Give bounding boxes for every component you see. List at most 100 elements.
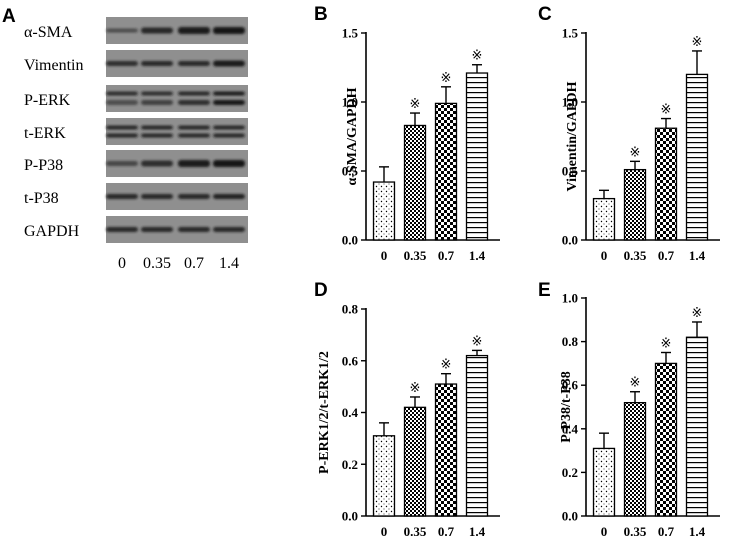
bar (654, 127, 678, 241)
significance-marker: ※ (661, 337, 672, 352)
panel-letter: E (538, 280, 551, 301)
chart-panel-c: C 0.0 0.5 1.0 1.5 Vimentin/GAPDH 0 ※ 0.35 ※ 0.7 ※ 1.… (538, 4, 720, 263)
y-tick-label: 0.0 (342, 233, 358, 248)
blot-row-label: t-ERK (24, 125, 66, 142)
blot-strip (106, 118, 248, 145)
significance-marker: ※ (692, 35, 703, 50)
bar (372, 181, 396, 241)
western-blot-panel: A α-SMA Vimentin P-ERK t-ERK P-P38 t-P38 GAPDH… (2, 6, 248, 272)
blot-band (178, 27, 210, 34)
bar (372, 435, 396, 517)
blot-lane-label: 0 (118, 255, 126, 272)
blot-row-label: P-ERK (24, 92, 71, 109)
bar-group: 0 (372, 166, 396, 263)
bar-group: ※ 0.7 (434, 358, 458, 539)
x-tick-label: 0.35 (404, 524, 427, 539)
chart-panel-d: D0.00.20.40.60.8P-ERK1/2/t-ERK1/20※0.35※… (314, 280, 500, 539)
blot-band (141, 227, 173, 232)
bar (465, 354, 489, 517)
blot-band (178, 133, 210, 138)
y-tick-label: 1.5 (342, 26, 359, 41)
blot-band (213, 133, 245, 138)
bar-group: ※ 0.7 (434, 71, 458, 263)
x-tick-label: 0.35 (404, 248, 427, 263)
bar-group: ※ 0.35 (624, 145, 647, 263)
bar-group: ※ 0.35 (404, 381, 427, 539)
x-tick-label: 1.4 (469, 524, 486, 539)
y-tick-label: 1.5 (562, 26, 579, 41)
x-tick-label: 1.4 (689, 524, 706, 539)
significance-marker: ※ (472, 334, 483, 349)
blot-band (141, 100, 173, 105)
x-tick-label: 0.7 (438, 524, 455, 539)
y-axis-title: P-P38/t-P38 (559, 371, 574, 443)
bar-group: 0 (592, 189, 616, 263)
y-axis-title: P-ERK1/2/t-ERK1/2 (317, 351, 332, 474)
blot-band (213, 125, 245, 130)
blot-row-label: P-P38 (24, 157, 63, 174)
blot-band (213, 100, 245, 105)
x-tick-label: 1.4 (469, 248, 486, 263)
blot-band (178, 61, 210, 66)
bar (592, 447, 616, 517)
bar (654, 362, 678, 517)
bar (592, 197, 616, 241)
blot-band (141, 125, 173, 130)
blot-band (213, 91, 245, 96)
panel-letter-a: A (2, 6, 16, 27)
significance-marker: ※ (630, 376, 641, 391)
blot-band (106, 100, 138, 105)
y-tick-label: 0.6 (342, 353, 359, 368)
y-tick-label: 0.0 (342, 509, 358, 524)
x-tick-label: 0.7 (438, 248, 455, 263)
bar-group: 0 (372, 422, 396, 539)
blot-row: α-SMA (24, 17, 248, 44)
blot-band (213, 27, 245, 34)
bar (685, 336, 709, 517)
blot-band (178, 91, 210, 96)
x-tick-label: 0.7 (658, 524, 675, 539)
x-tick-label: 0 (601, 524, 608, 539)
bar-group: ※ 1.4 (465, 334, 489, 539)
bar (403, 406, 427, 517)
y-tick-label: 0.0 (562, 509, 578, 524)
bar-group: ※ 0.7 (654, 337, 678, 539)
bar-group: ※ 0.35 (404, 97, 427, 263)
chart-panel-b: B 0.0 0.5 1.0 1.5 α-SMA/GAPDH 0 ※ 0.35 ※ 0.7 ※ 1.4 (314, 4, 500, 263)
y-tick-label: 1.0 (562, 95, 578, 110)
blot-band (106, 133, 138, 138)
bar (434, 102, 458, 241)
blot-row: P-P38 (24, 150, 248, 177)
blot-band (213, 60, 245, 67)
y-tick-label: 0.8 (562, 334, 579, 349)
bar (623, 168, 647, 241)
bar (465, 72, 489, 241)
blot-row-label: Vimentin (24, 57, 83, 74)
blot-band (106, 161, 138, 166)
significance-marker: ※ (441, 358, 452, 373)
significance-marker: ※ (661, 103, 672, 118)
blot-row: GAPDH (24, 216, 248, 243)
blot-band (141, 27, 173, 34)
bar-group: ※ 1.4 (465, 49, 489, 263)
blot-band (178, 194, 210, 199)
y-axis-title: α-SMA/GAPDH (345, 87, 360, 185)
bar-group: 0 (592, 432, 616, 539)
blot-band (106, 194, 138, 199)
bar-group: ※ 0.7 (654, 103, 678, 263)
y-tick-label: 0.8 (342, 302, 359, 317)
blot-row: t-P38 (24, 183, 248, 210)
blot-band (141, 160, 173, 167)
x-tick-label: 0 (381, 248, 388, 263)
blot-band (178, 160, 210, 167)
panel-letter: B (314, 4, 328, 25)
bar-group: ※ 1.4 (685, 35, 709, 263)
x-tick-label: 1.4 (689, 248, 706, 263)
blot-band (213, 160, 245, 167)
blot-band (106, 61, 138, 66)
y-tick-label: 1.0 (562, 291, 578, 306)
y-tick-label: 0.5 (342, 164, 359, 179)
blot-lane-label: 0.35 (143, 255, 171, 272)
x-tick-label: 0 (381, 524, 388, 539)
bar (623, 401, 647, 517)
